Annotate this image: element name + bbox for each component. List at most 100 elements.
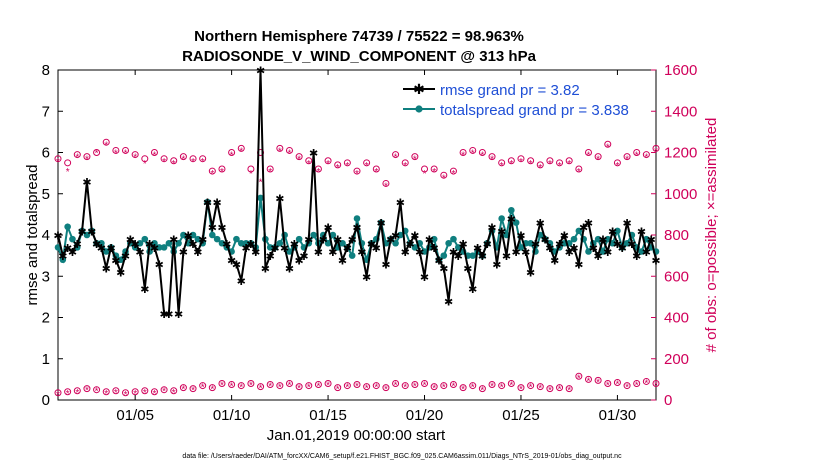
obs-possible-point [498, 159, 506, 167]
x-axis-label: Jan.01,2019 00:00:00 start [267, 427, 446, 444]
rmse-point: ✱ [87, 226, 96, 238]
obs-possible-point [372, 165, 380, 173]
obs-possible-point [141, 155, 149, 163]
rmse-point: ✱ [203, 198, 212, 210]
rmse-point: ✱ [164, 309, 173, 321]
y-axis-right: 0 200 400 600 800 1000 1200 1400 1600 [651, 62, 697, 409]
totalspread-point [266, 244, 274, 251]
y-axis-left: 0 1 2 3 4 5 6 7 8 [42, 62, 63, 409]
obs-low-possible-point [112, 387, 120, 395]
rmse-point: ✱ [381, 259, 390, 271]
rmse-point: ✱ [184, 231, 193, 243]
totalspread-point [83, 231, 91, 239]
obs-possible-point [179, 153, 187, 161]
rmse-point: ✱ [82, 177, 91, 189]
obs-low-possible-point [247, 380, 255, 387]
obs-low-possible-point [594, 376, 602, 384]
rmse-point: ✱ [632, 251, 641, 263]
obs-low-possible-point [266, 381, 274, 389]
rmse-point: ✱ [386, 235, 395, 247]
y2-tick-label: 400 [664, 310, 689, 327]
obs-possible-point [363, 159, 371, 167]
rmse-point: ✱ [584, 218, 593, 230]
obs-low-assimilated-point: * [654, 381, 658, 392]
rmse-point: ✱ [126, 235, 135, 247]
obs-assimilated-point: * [75, 153, 79, 164]
obs-possible-point [507, 157, 515, 165]
obs-possible-point [642, 151, 650, 159]
totalspread-point [498, 215, 505, 222]
obs-possible-point [488, 153, 496, 161]
obs-assimilated-point: * [104, 140, 108, 151]
rmse-point: ✱ [246, 239, 255, 251]
x-tick-label: 01/20 [406, 407, 444, 424]
obs-low-assimilated-point: * [548, 386, 552, 397]
obs-low-possible-point [228, 381, 236, 389]
obs-low-assimilated-point: * [423, 381, 427, 392]
obs-assimilated-point: * [162, 157, 166, 168]
obs-low-assimilated-point: * [365, 384, 369, 395]
obs-low-possible-point [430, 383, 438, 391]
obs-low-assimilated-point: * [210, 385, 214, 396]
rmse-point: ✱ [458, 239, 467, 251]
rmse-point: ✱ [372, 243, 381, 255]
obs-low-assimilated-point: * [606, 381, 610, 392]
totalspread-point [141, 235, 149, 243]
obs-assimilated-point: * [509, 159, 513, 170]
obs-assimilated-point: * [442, 173, 446, 184]
y2-tick-label: 1000 [664, 186, 697, 203]
obs-low-possible-point [478, 385, 486, 393]
totalspread-point [411, 244, 419, 251]
obs-low-possible-point [295, 383, 303, 391]
obs-low-assimilated-point: * [75, 388, 79, 399]
obs-low-assimilated-point: * [336, 385, 340, 396]
obs-low-assimilated-point: * [143, 388, 147, 399]
rmse-point: ✱ [550, 255, 559, 267]
obs-low-possible-point [642, 377, 650, 385]
obs-low-possible-point [353, 381, 361, 389]
obs-possible-point [430, 165, 438, 173]
totalspread-point [430, 235, 438, 243]
totalspread-point [575, 227, 583, 235]
obs-low-possible-point [324, 380, 332, 387]
y-tick-label: 1 [42, 351, 50, 368]
obs-possible-point [305, 157, 313, 165]
totalspread-point [213, 235, 221, 243]
y-tick-label: 4 [42, 227, 50, 244]
rmse-point: ✱ [647, 235, 656, 247]
obs-possible-point [237, 144, 245, 152]
obs-low-possible-point [613, 378, 621, 386]
obs-possible-point [228, 149, 236, 156]
obs-assimilated-point: * [365, 161, 369, 172]
obs-low-possible-point [83, 385, 91, 393]
obs-possible-point [150, 149, 158, 156]
totalspread-point [392, 239, 399, 247]
rmse-point: ✱ [179, 247, 188, 259]
totalspread-point [189, 231, 197, 239]
obs-low-possible-point [392, 380, 400, 387]
obs-low-possible-point [343, 382, 351, 390]
obs-possible-point [73, 151, 81, 159]
obs-assimilated-point: * [635, 151, 639, 162]
rmse-point: ✱ [102, 264, 111, 276]
obs-assimilated-point: * [423, 169, 427, 180]
obs-possible-point [421, 165, 429, 173]
obs-assimilated-point: * [114, 149, 118, 160]
rmse-point: ✱ [299, 251, 308, 263]
obs-assimilated-point: * [558, 161, 562, 172]
rmse-point: ✱ [261, 264, 270, 276]
obs-assimilated-point: * [355, 169, 359, 180]
totalspread-point [155, 244, 163, 251]
rmse-point: ✱ [140, 284, 149, 296]
rmse-point: ✱ [145, 239, 154, 251]
rmse-point: ✱ [545, 243, 554, 255]
rmse-point: ✱ [569, 243, 578, 255]
rmse-point: ✱ [473, 243, 482, 255]
rmse-point: ✱ [492, 259, 501, 271]
obs-low-possible-point [536, 383, 544, 391]
obs-assimilated-point: * [615, 161, 619, 172]
obs-assimilated-point: * [288, 149, 292, 160]
obs-possible-point [102, 138, 110, 146]
rmse-point: ✱ [314, 247, 323, 259]
rmse-point: ✱ [555, 239, 564, 251]
